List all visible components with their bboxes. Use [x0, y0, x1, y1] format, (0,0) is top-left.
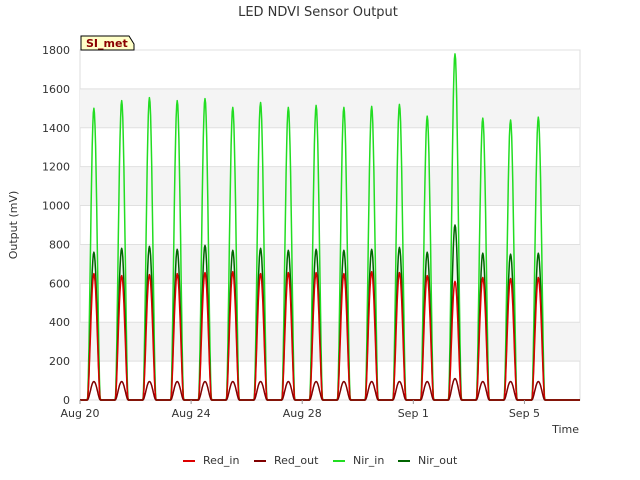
grid-bands [80, 88, 580, 362]
legend-label: Red_out [274, 454, 319, 467]
legend-label: Red_in [203, 454, 239, 467]
y-tick-label: 800 [49, 238, 70, 251]
x-tick-label: Sep 5 [509, 407, 540, 420]
site-badge: SI_met [80, 35, 135, 51]
series-line-red-out [79, 377, 581, 401]
y-tick-label: 400 [49, 316, 70, 329]
y-tick-labels: 0 200 400 600 800 1000 1200 1400 1600 1800 [42, 44, 70, 407]
x-tick-label: Aug 24 [172, 407, 211, 420]
y-tick-label: 1000 [42, 200, 70, 213]
series-lines [79, 53, 581, 401]
x-tick-label: Aug 28 [283, 407, 322, 420]
y-tick-label: 200 [49, 355, 70, 368]
legend-label: Nir_out [418, 454, 458, 467]
y-tick-label: 1600 [42, 83, 70, 96]
grid-band [80, 166, 580, 206]
x-axis-title: Time [551, 423, 579, 436]
x-tick-labels: Aug 20 Aug 24 Aug 28 Sep 1 Sep 5 [61, 400, 540, 420]
site-label: SI_met [86, 37, 128, 50]
legend-label: Nir_in [353, 454, 384, 467]
site-badge-shape [80, 35, 135, 51]
y-tick-label: 1400 [42, 122, 70, 135]
x-tick-label: Sep 1 [398, 407, 429, 420]
y-axis-title: Output (mV) [7, 191, 20, 260]
grid-band [80, 244, 580, 284]
grid-band [80, 88, 580, 128]
y-tick-label: 0 [63, 394, 70, 407]
y-tick-label: 1200 [42, 161, 70, 174]
y-tick-label: 1800 [42, 44, 70, 57]
y-tick-label: 600 [49, 277, 70, 290]
legend: Red_in Red_out Nir_in Nir_out [183, 454, 458, 467]
grid-band [80, 322, 580, 362]
chart-title: LED NDVI Sensor Output [238, 5, 398, 20]
x-tick-label: Aug 20 [61, 407, 100, 420]
